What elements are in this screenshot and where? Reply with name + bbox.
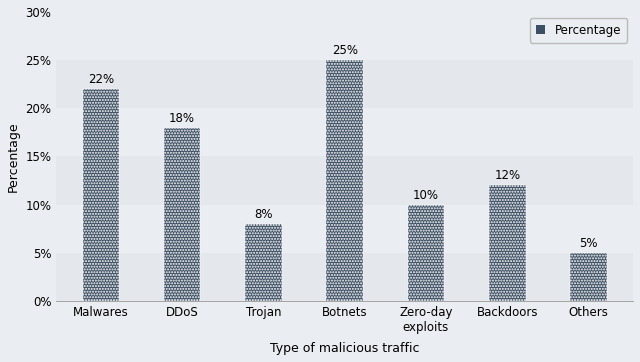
- Bar: [56, 12, 633, 60]
- Bar: [489, 185, 525, 301]
- Text: 8%: 8%: [254, 208, 273, 221]
- Bar: [326, 60, 363, 301]
- Text: 25%: 25%: [332, 44, 358, 57]
- Text: 5%: 5%: [579, 237, 598, 250]
- Bar: [570, 253, 607, 301]
- Text: 12%: 12%: [494, 169, 520, 182]
- Bar: [56, 60, 633, 108]
- X-axis label: Type of malicious traffic: Type of malicious traffic: [270, 342, 419, 355]
- Legend: Percentage: Percentage: [530, 18, 627, 43]
- Text: 10%: 10%: [413, 189, 439, 202]
- Bar: [56, 205, 633, 253]
- Bar: [83, 89, 119, 301]
- Bar: [408, 205, 444, 301]
- Bar: [164, 127, 200, 301]
- Bar: [245, 224, 282, 301]
- Text: 18%: 18%: [169, 111, 195, 125]
- Y-axis label: Percentage: Percentage: [7, 121, 20, 192]
- Bar: [56, 108, 633, 156]
- Bar: [56, 156, 633, 205]
- Text: 22%: 22%: [88, 73, 114, 86]
- Bar: [56, 253, 633, 301]
